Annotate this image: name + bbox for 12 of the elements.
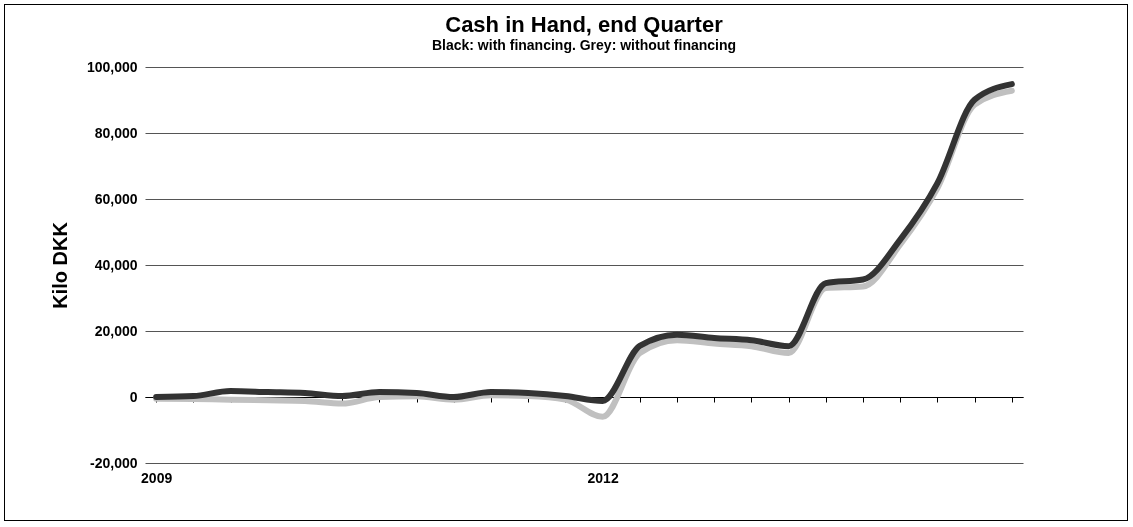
y-tick-label: 40,000: [94, 256, 138, 273]
y-tick-label: 20,000: [94, 322, 138, 339]
y-tick-label: 0: [129, 388, 138, 405]
y-axis-title: Kilo DKK: [48, 221, 71, 309]
x-tick-label: 2009: [141, 469, 173, 486]
y-tick-label: -20,000: [90, 454, 138, 471]
x-tick-label: 2012: [587, 469, 619, 486]
y-tick-label: 80,000: [94, 124, 138, 141]
y-tick-label: 60,000: [94, 190, 138, 207]
y-tick-label: 100,000: [86, 58, 138, 75]
chart-title: Cash in Hand, end Quarter: [445, 12, 724, 37]
chart-subtitle: Black: with financing. Grey: without financing: [431, 37, 737, 53]
